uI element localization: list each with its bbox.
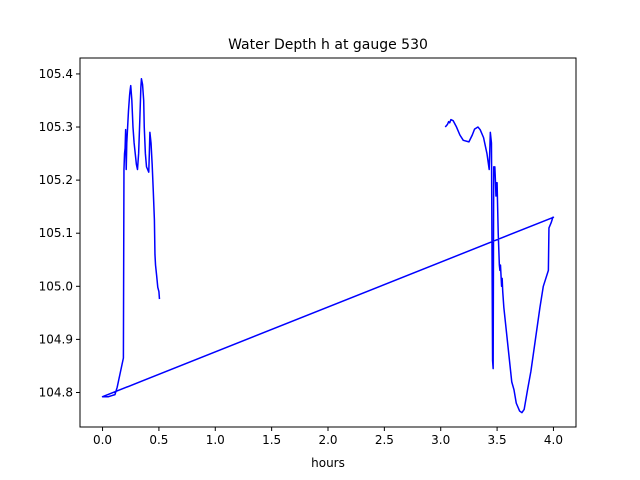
chart-title: Water Depth h at gauge 530 — [228, 37, 428, 53]
x-tick-label: 3.5 — [488, 433, 507, 447]
y-tick-label: 105.4 — [39, 67, 73, 81]
y-tick-label: 104.9 — [39, 332, 73, 346]
x-tick-label: 3.0 — [431, 433, 450, 447]
y-tick-label: 105.3 — [39, 120, 73, 134]
y-tick-label: 104.8 — [39, 385, 73, 399]
y-tick-label: 105.0 — [39, 279, 73, 293]
x-tick-label: 1.0 — [206, 433, 225, 447]
x-tick-label: 4.0 — [544, 433, 563, 447]
x-tick-label: 1.5 — [262, 433, 281, 447]
y-tick-label: 105.1 — [39, 226, 73, 240]
x-axis-label: hours — [311, 456, 345, 470]
x-tick-label: 0.0 — [93, 433, 112, 447]
x-tick-label: 2.5 — [375, 433, 394, 447]
plot-area: 0.0 0.5 1.0 1.5 2.0 2.5 3.0 3.5 4.0 104.8 104.9 105… — [39, 57, 577, 447]
x-tick-label: 0.5 — [149, 433, 168, 447]
x-tick-label: 2.0 — [318, 433, 337, 447]
series-line-0 — [101, 77, 555, 414]
y-tick-label: 105.2 — [39, 173, 73, 187]
